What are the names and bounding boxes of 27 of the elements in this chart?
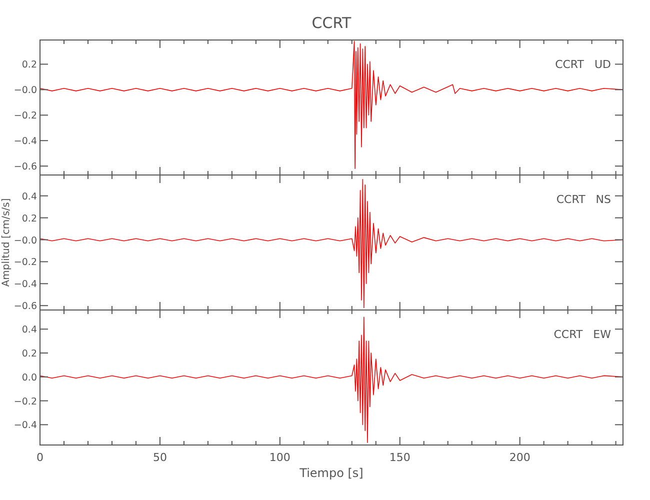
y-tick-label: −0.6 bbox=[14, 301, 37, 312]
y-tick-label: 0.4 bbox=[22, 191, 37, 202]
y-tick-label: −0.0 bbox=[14, 85, 37, 96]
y-tick-label: −0.4 bbox=[14, 136, 37, 148]
y-tick-label: 0.0 bbox=[22, 372, 37, 384]
chart-title: CCRT bbox=[312, 14, 352, 32]
y-tick-label: −0.2 bbox=[14, 396, 37, 408]
y-tick-label: −0.2 bbox=[14, 110, 37, 122]
y-tick-label: 0.2 bbox=[22, 213, 37, 224]
annotation: CCRT UD bbox=[555, 58, 611, 71]
y-tick-label: −0.6 bbox=[14, 162, 37, 173]
y-axis-title: Amplitud [cm/s/s] bbox=[1, 198, 12, 287]
y-tick-label: −0.2 bbox=[14, 257, 37, 268]
y-tick-label: 0.2 bbox=[22, 348, 37, 360]
y-tick-label: −0.4 bbox=[14, 420, 37, 432]
x-tick-label: 0 bbox=[36, 451, 44, 464]
x-tick-label: 150 bbox=[389, 451, 410, 464]
annotation: CCRT EW bbox=[554, 328, 612, 341]
annotation: CCRT NS bbox=[556, 193, 612, 206]
x-tick-label: 100 bbox=[269, 451, 290, 464]
x-tick-label: 50 bbox=[152, 451, 167, 464]
x-tick-label: 200 bbox=[509, 451, 530, 464]
y-tick-label: −0.4 bbox=[14, 279, 37, 290]
y-tick-label: 0.2 bbox=[22, 60, 37, 71]
y-tick-label: −0.0 bbox=[14, 235, 37, 246]
y-tick-label: 0.4 bbox=[22, 324, 37, 336]
x-axis-title: Tiempo [s] bbox=[298, 466, 364, 480]
